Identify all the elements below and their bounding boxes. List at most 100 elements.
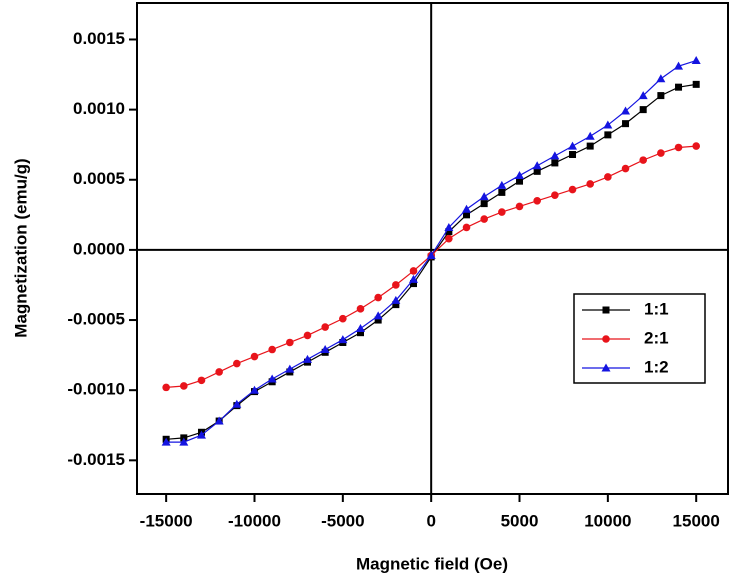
marker	[550, 151, 560, 160]
y-tick-label: -0.0005	[67, 310, 125, 329]
marker	[585, 131, 595, 140]
marker	[197, 376, 206, 385]
marker	[480, 200, 488, 208]
marker	[602, 306, 610, 314]
marker	[602, 335, 610, 343]
marker	[621, 106, 631, 115]
marker	[267, 374, 277, 383]
marker	[409, 267, 418, 275]
marker	[675, 83, 683, 91]
marker	[551, 191, 559, 199]
legend-label: 1:1	[644, 299, 669, 318]
legend: 1:1 2:1 1:2	[573, 293, 706, 384]
marker	[622, 120, 630, 128]
marker	[249, 385, 259, 394]
marker	[692, 80, 700, 88]
marker	[303, 331, 312, 340]
marker	[162, 383, 170, 392]
marker	[374, 316, 382, 324]
marker	[692, 142, 700, 150]
marker	[479, 192, 489, 201]
marker	[410, 280, 418, 288]
marker	[533, 197, 541, 205]
plot-frame	[136, 2, 729, 495]
marker	[286, 338, 294, 347]
marker	[321, 323, 329, 331]
marker	[568, 141, 578, 150]
marker	[656, 74, 666, 83]
marker	[391, 295, 401, 304]
marker	[601, 363, 611, 372]
marker	[463, 211, 471, 219]
marker	[515, 171, 525, 180]
marker	[515, 202, 524, 211]
marker	[356, 305, 365, 313]
marker	[338, 335, 348, 344]
marker	[214, 416, 224, 425]
x-tick-label: -15000	[140, 511, 193, 530]
x-tick-label: 0	[426, 511, 435, 530]
marker	[569, 151, 577, 159]
marker	[604, 131, 612, 139]
marker	[532, 161, 542, 170]
y-axis-label: Magnetization (emu/g)	[11, 158, 30, 337]
marker	[497, 180, 507, 189]
marker	[586, 142, 594, 150]
marker	[462, 223, 471, 232]
marker	[179, 437, 189, 446]
marker	[498, 188, 506, 196]
marker	[196, 430, 206, 439]
y-tick-label: 0.0005	[73, 169, 125, 188]
marker	[339, 314, 347, 323]
marker	[161, 437, 171, 446]
marker	[639, 156, 647, 164]
marker	[409, 274, 419, 283]
marker	[480, 215, 488, 223]
x-axis-label: Magnetic field (Oe)	[356, 554, 508, 573]
marker	[674, 61, 684, 70]
marker	[392, 301, 400, 309]
marker	[462, 204, 472, 213]
y-tick-label: -0.0015	[67, 450, 125, 469]
x-tick-label: -5000	[321, 511, 364, 530]
x-tick-label: -10000	[228, 511, 281, 530]
marker	[674, 143, 683, 152]
x-tick-label: 15000	[673, 511, 720, 530]
marker	[533, 167, 541, 175]
marker	[233, 359, 241, 368]
marker	[426, 251, 436, 260]
marker	[374, 293, 382, 302]
marker	[657, 149, 665, 157]
x-tick-label: 10000	[584, 511, 631, 530]
marker	[445, 228, 453, 236]
marker	[357, 329, 365, 337]
marker	[639, 106, 647, 114]
marker	[445, 234, 453, 243]
marker	[250, 352, 259, 361]
y-tick-label: 0.0000	[73, 239, 125, 258]
marker	[551, 159, 559, 167]
marker	[586, 180, 594, 188]
marker	[320, 345, 330, 354]
marker	[444, 222, 454, 231]
marker	[373, 311, 383, 320]
marker	[356, 323, 366, 332]
legend-label: 2:1	[644, 328, 669, 347]
y-tick-label: 0.0015	[73, 29, 125, 48]
marker	[691, 56, 701, 65]
marker	[604, 173, 612, 181]
marker	[215, 368, 223, 376]
marker	[302, 354, 312, 363]
marker	[498, 208, 506, 216]
marker	[603, 120, 613, 129]
marker	[657, 92, 665, 100]
marker	[621, 164, 630, 173]
x-tick-label: 5000	[501, 511, 539, 530]
marker	[285, 364, 295, 373]
y-tick-label: -0.0010	[67, 380, 125, 399]
marker	[568, 185, 577, 194]
marker	[638, 91, 648, 100]
marker	[180, 382, 188, 390]
legend-label: 1:2	[644, 357, 669, 376]
